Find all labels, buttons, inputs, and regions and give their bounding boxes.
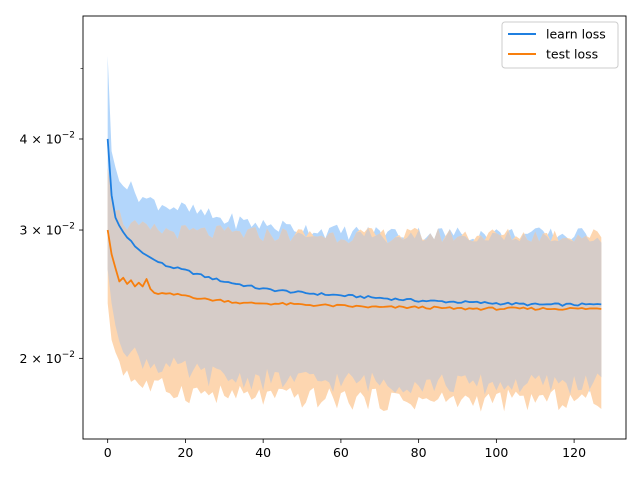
x-axis: 0 20 40 60 80 100 120	[104, 439, 586, 460]
y-tick-label: 2 × 10−2	[19, 350, 75, 366]
legend: learn loss test loss	[501, 21, 619, 69]
learn-loss-line	[106, 138, 602, 307]
test-loss-line	[106, 229, 602, 311]
series-lines	[106, 138, 602, 311]
y-tick-label: 4 × 10−2	[19, 130, 75, 146]
x-tick-label: 100	[484, 445, 508, 460]
legend-test-label: test loss	[546, 47, 598, 62]
confidence-bands	[107, 55, 602, 412]
legend-learn-label: learn loss	[546, 27, 606, 42]
x-tick-label: 20	[177, 445, 193, 460]
y-tick-label: 3 × 10−2	[19, 222, 75, 238]
plot-frame	[82, 15, 627, 440]
x-tick-label: 40	[255, 445, 271, 460]
band-overlap	[107, 167, 602, 395]
x-tick-label: 120	[562, 445, 586, 460]
x-tick-label: 80	[411, 445, 427, 460]
y-axis: 2 × 10−2 3 × 10−2 4 × 10−2	[19, 68, 83, 366]
x-tick-label: 0	[104, 445, 112, 460]
x-tick-label: 60	[333, 445, 349, 460]
